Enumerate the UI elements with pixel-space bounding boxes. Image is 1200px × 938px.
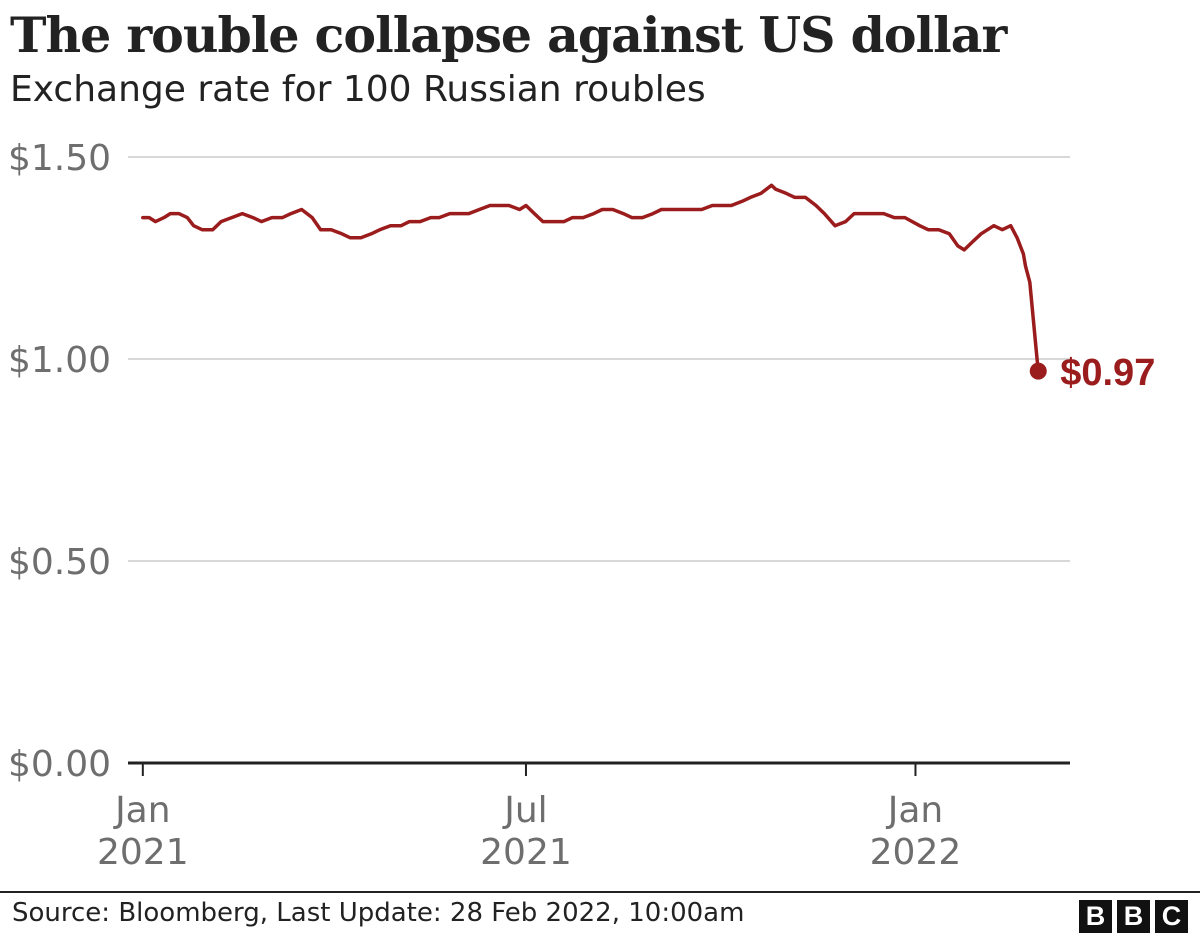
bbc-logo: B B C bbox=[1079, 900, 1188, 933]
logo-letter: B bbox=[1079, 900, 1112, 933]
x-tick-label-year: 2022 bbox=[870, 832, 962, 873]
series-line bbox=[141, 183, 1040, 373]
x-tick-label-month: Jan bbox=[886, 790, 944, 831]
end-point-marker bbox=[1029, 362, 1047, 380]
x-tick-label-month: Jul bbox=[502, 790, 547, 831]
chart-title: The rouble collapse against US dollar bbox=[10, 6, 1007, 64]
chart-subtitle: Exchange rate for 100 Russian roubles bbox=[10, 69, 706, 110]
y-tick-label: $1.50 bbox=[8, 138, 111, 179]
line-chart: $0.00$0.50$1.00$1.50Jan2021Jul2021Jan202… bbox=[8, 138, 1155, 873]
logo-letter: B bbox=[1117, 900, 1150, 933]
y-tick-label: $0.00 bbox=[8, 744, 111, 785]
source-note: Source: Bloomberg, Last Update: 28 Feb 2… bbox=[12, 898, 745, 928]
end-point-label: $0.97 bbox=[1060, 352, 1155, 394]
logo-letter: C bbox=[1155, 900, 1188, 933]
y-tick-label: $1.00 bbox=[8, 340, 111, 381]
x-tick-label-year: 2021 bbox=[480, 832, 572, 873]
x-tick-label-month: Jan bbox=[113, 790, 171, 831]
x-tick-label-year: 2021 bbox=[97, 832, 189, 873]
footer-divider bbox=[0, 891, 1200, 893]
y-tick-label: $0.50 bbox=[8, 542, 111, 583]
